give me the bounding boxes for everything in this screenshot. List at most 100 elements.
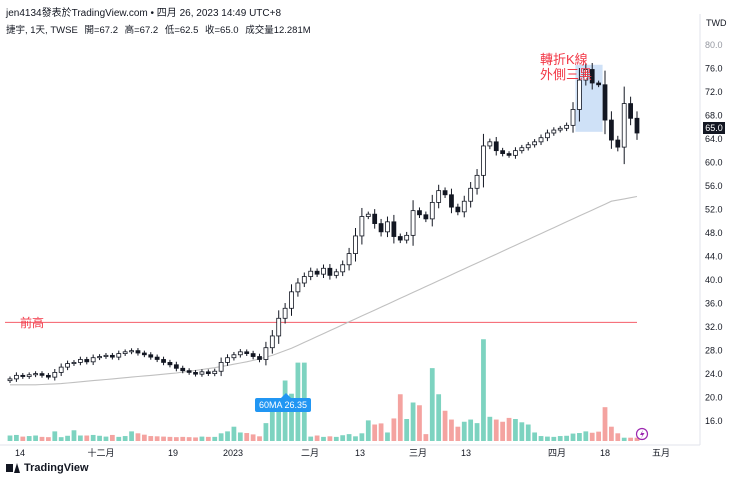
candle-body <box>244 351 250 354</box>
candle-body <box>301 276 307 284</box>
volume-bar <box>615 433 621 441</box>
price-tick-label: 36.0 <box>705 299 723 309</box>
volume-bar <box>141 434 147 441</box>
candle-body <box>122 351 128 354</box>
candle-body <box>250 353 256 357</box>
candle-body <box>570 109 576 126</box>
volume-bar <box>314 435 320 441</box>
volume-bar <box>609 426 614 441</box>
time-tick-label: 四月 <box>548 448 566 458</box>
currency-label: TWD <box>706 18 727 28</box>
volume-bar <box>397 394 403 441</box>
volume-bar <box>545 436 550 441</box>
candle-body <box>129 350 134 353</box>
time-tick-label: 五月 <box>652 448 670 458</box>
candle-body <box>449 194 454 208</box>
price-tick-label: 72.0 <box>705 87 723 97</box>
candle-body <box>77 359 83 363</box>
candle-body <box>634 117 640 134</box>
price-tick-label: 68.0 <box>705 110 723 120</box>
candle-body <box>218 362 224 372</box>
candle-body <box>71 362 77 364</box>
candle-body <box>33 373 38 376</box>
volume-bar <box>244 433 250 441</box>
volume-bar <box>506 417 512 441</box>
candle-body <box>538 137 544 143</box>
candle-body <box>468 187 474 202</box>
volume-bar <box>449 419 454 441</box>
volume-bar <box>26 436 32 441</box>
previous-high-label: 前高 <box>20 316 45 330</box>
candle-body <box>481 145 486 176</box>
time-tick-label: 18 <box>600 448 610 458</box>
volume-bar <box>513 419 518 441</box>
candle-body <box>455 206 461 213</box>
candle-body <box>628 103 633 119</box>
volume-bar <box>410 402 416 441</box>
brand-name: TradingView <box>24 462 89 474</box>
time-tick-label: 14 <box>15 448 25 458</box>
volume-bar <box>628 437 633 441</box>
candle-body <box>26 374 32 377</box>
reversal-annotation-line2: 外側三黑 <box>540 67 593 82</box>
time-tick-label: 19 <box>168 448 178 458</box>
candle-body <box>621 103 627 148</box>
candle-body <box>193 372 198 375</box>
time-tick-label: 2023 <box>223 448 243 458</box>
candle-body <box>577 79 582 110</box>
volume-bar <box>193 437 198 441</box>
candle-body <box>423 214 429 220</box>
volume-bar <box>525 424 531 441</box>
time-tick-label: 三月 <box>409 448 427 458</box>
candle-body <box>487 141 493 147</box>
publish-info: jen4134發表於TradingView.com • 四月 26, 2023 … <box>6 8 282 19</box>
volume-bar <box>173 437 179 441</box>
candle-body <box>295 282 301 293</box>
candle-body <box>58 366 64 373</box>
volume-bar <box>474 423 480 441</box>
price-tick-label: 20.0 <box>705 393 723 403</box>
volume-bar <box>577 433 582 441</box>
candle-body <box>474 174 480 189</box>
volume-bar <box>231 426 237 441</box>
volume-bar <box>551 436 557 441</box>
volume-bar <box>167 436 173 441</box>
candle-body <box>257 356 262 360</box>
volume-bar <box>269 408 275 441</box>
volume-bar <box>365 420 371 441</box>
time-tick-label: 13 <box>461 448 471 458</box>
candle-body <box>596 82 601 86</box>
volume-bar <box>180 436 186 441</box>
volume-bar <box>538 436 544 441</box>
volume-bar <box>148 436 154 441</box>
price-tick-label: 32.0 <box>705 322 723 332</box>
ohlc-low: 低=62.5 <box>164 25 199 36</box>
lightning-icon <box>640 430 645 439</box>
volume-bar <box>340 435 346 441</box>
candle-body <box>397 236 403 241</box>
volume-bar <box>353 436 358 441</box>
volume-bar <box>122 436 128 441</box>
volume-bar <box>327 436 333 441</box>
candle-body <box>372 213 378 224</box>
price-tick-label: 80.0 <box>705 40 723 50</box>
volume-bar <box>468 419 474 441</box>
reversal-annotation-line1: 轉折K線 <box>540 52 588 67</box>
candle-body <box>276 317 282 337</box>
candle-body <box>609 119 614 141</box>
candle-body <box>282 307 288 319</box>
candle-body <box>461 200 467 213</box>
candle-body <box>442 190 448 196</box>
volume-bar <box>602 407 608 441</box>
price-tick-label: 52.0 <box>705 204 723 214</box>
volume-bar <box>237 432 243 441</box>
volume-bar <box>39 436 45 441</box>
volume-bar <box>116 436 122 441</box>
volume-bar <box>225 431 230 441</box>
volume-bar <box>250 434 256 441</box>
candle-body <box>365 213 371 217</box>
volume-bar <box>634 437 640 441</box>
candle-body <box>205 371 211 374</box>
volume-bar <box>429 368 435 441</box>
